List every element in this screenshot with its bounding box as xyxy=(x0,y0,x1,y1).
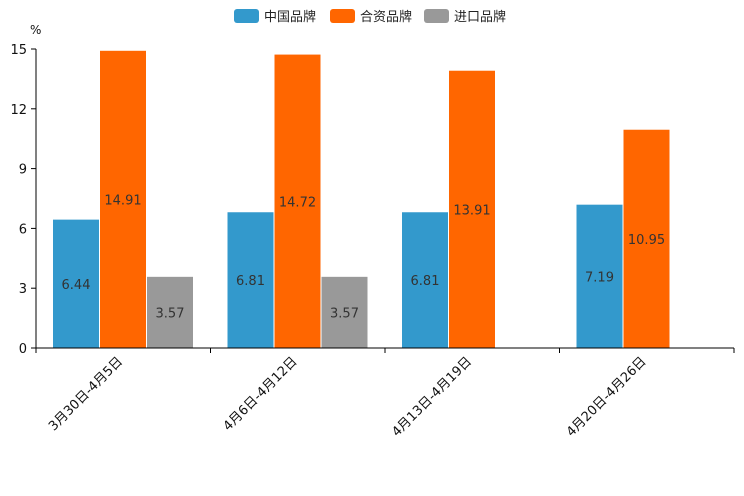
x-axis: 3月30日-4月5日 4月6日-4月12日 4月13日-4月19日 4月20日-4月2… xyxy=(35,347,735,440)
legend-label: 中国品牌 xyxy=(264,9,316,25)
y-tick-label: 15 xyxy=(10,43,27,58)
bar[interactable] xyxy=(321,276,368,348)
bars: 6.44 14.91 3.57 6.81 14.72 3.57 6.81 13.91 7.19 1… xyxy=(53,50,670,349)
y-tick-label: 6 xyxy=(19,222,27,237)
data-label: 3.57 xyxy=(330,306,359,321)
data-label: 6.44 xyxy=(62,278,91,293)
data-label: 6.81 xyxy=(236,274,265,289)
data-label: 6.81 xyxy=(411,274,440,289)
legend-swatch xyxy=(424,9,449,23)
legend-label: 合资品牌 xyxy=(360,9,412,25)
legend-label: 进口品牌 xyxy=(454,9,506,25)
bar[interactable] xyxy=(53,219,99,348)
legend-item-1[interactable]: 中国品牌 xyxy=(234,9,316,25)
bar[interactable] xyxy=(100,50,146,348)
bar[interactable] xyxy=(227,212,274,348)
x-tick-label: 4月20日-4月26日 xyxy=(564,354,650,440)
bar[interactable] xyxy=(449,70,495,349)
bar[interactable] xyxy=(274,54,321,349)
y-tick-label: 12 xyxy=(10,103,27,118)
y-axis-unit: % xyxy=(30,23,41,37)
bar[interactable] xyxy=(147,276,193,348)
data-label: 7.19 xyxy=(585,270,614,285)
y-tick-label: 9 xyxy=(19,163,27,178)
x-tick-label: 3月30日-4月5日 xyxy=(46,354,126,434)
legend-item-2[interactable]: 合资品牌 xyxy=(330,9,412,25)
x-tick-label: 4月13日-4月19日 xyxy=(389,354,475,440)
legend: 中国品牌 合资品牌 进口品牌 xyxy=(234,9,506,25)
legend-swatch xyxy=(234,9,259,23)
bar[interactable] xyxy=(576,204,623,348)
bar[interactable] xyxy=(623,129,670,348)
y-axis: 0 3 6 9 12 15 xyxy=(10,43,37,357)
data-label: 14.72 xyxy=(279,195,316,210)
data-label: 13.91 xyxy=(453,203,490,218)
legend-item-3[interactable]: 进口品牌 xyxy=(424,9,506,25)
data-label: 14.91 xyxy=(104,193,141,208)
data-label: 10.95 xyxy=(628,233,665,248)
x-tick-label: 4月6日-4月12日 xyxy=(221,354,301,434)
y-tick-label: 0 xyxy=(19,342,27,357)
legend-swatch xyxy=(330,9,355,23)
data-label: 3.57 xyxy=(156,306,185,321)
y-tick-label: 3 xyxy=(19,282,27,297)
bar[interactable] xyxy=(402,212,448,348)
